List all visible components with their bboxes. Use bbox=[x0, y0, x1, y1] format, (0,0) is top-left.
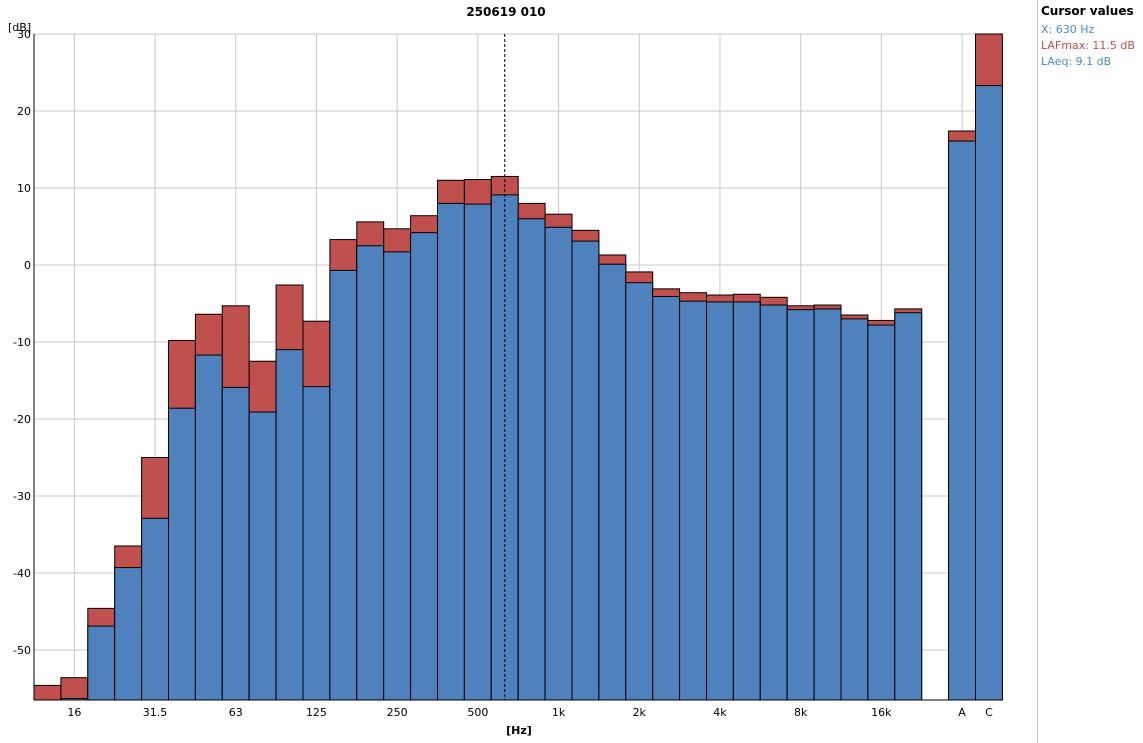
x-tick-label: 16 bbox=[67, 706, 81, 719]
x-tick-label: 125 bbox=[306, 706, 327, 719]
cursor-x-value: X: 630 Hz bbox=[1041, 23, 1095, 36]
bar-laeq-6.3k[interactable] bbox=[759, 304, 788, 701]
bar-laeq-8k[interactable] bbox=[786, 309, 815, 701]
bar-laeq-400[interactable] bbox=[437, 202, 465, 701]
bar-laeq-1.6k[interactable] bbox=[598, 263, 627, 701]
y-tick-label: 10 bbox=[17, 182, 31, 195]
bar-laeq-500[interactable] bbox=[463, 203, 492, 701]
bar-laeq-2.5k[interactable] bbox=[652, 296, 681, 701]
cursor-values-panel: Cursor values X: 630 Hz LAFmax: 11.5 dB … bbox=[1037, 0, 1143, 743]
x-tick-label: C bbox=[985, 706, 993, 719]
bar-laeq-100[interactable] bbox=[275, 349, 304, 701]
bar-laeq-5k[interactable] bbox=[732, 301, 761, 701]
y-tick-labels: 30 20 10 0 -10 -20 -30 -40 -50 bbox=[13, 28, 31, 657]
x-tick-label: 31.5 bbox=[143, 706, 168, 719]
x-tick-label: 1k bbox=[552, 706, 566, 719]
y-tick-label: -40 bbox=[13, 567, 31, 580]
cursor-lafmax-value: LAFmax: 11.5 dB bbox=[1041, 39, 1135, 52]
bar-laeq-16k[interactable] bbox=[867, 324, 896, 701]
spectrum-chart: 250619 010 [dB] [Hz] 30 20 10 0 -10 -20 -30 -40… bbox=[8, 5, 1003, 737]
bar-laeq-80[interactable] bbox=[248, 411, 277, 701]
y-tick-label: -50 bbox=[13, 644, 31, 657]
bar-laeq-63[interactable] bbox=[221, 386, 250, 701]
x-tick-label: 4k bbox=[713, 706, 727, 719]
bar-laeq-C[interactable] bbox=[975, 85, 1003, 701]
bar-laeq-50[interactable] bbox=[194, 354, 223, 701]
bar-laeq-200[interactable] bbox=[356, 245, 385, 701]
bar-lafmax-12.5[interactable] bbox=[33, 684, 62, 701]
x-tick-label: 63 bbox=[229, 706, 243, 719]
bar-laeq-1k[interactable] bbox=[544, 226, 573, 701]
bar-laeq-315[interactable] bbox=[410, 232, 439, 701]
y-tick-label: -20 bbox=[13, 413, 31, 426]
x-tick-label: A bbox=[958, 706, 966, 719]
bar-laeq-12.5k[interactable] bbox=[840, 318, 869, 701]
axes bbox=[33, 34, 1003, 701]
bar-laeq-20k[interactable] bbox=[894, 312, 923, 701]
x-axis-label: [Hz] bbox=[506, 724, 532, 737]
bar-laeq-160[interactable] bbox=[329, 269, 358, 701]
bar-laeq-31.5[interactable] bbox=[141, 517, 170, 701]
x-tick-label: 250 bbox=[387, 706, 408, 719]
bar-laeq-25[interactable] bbox=[114, 567, 143, 701]
bar-laeq-1.25k[interactable] bbox=[571, 240, 600, 701]
bar-laeq-A[interactable] bbox=[948, 140, 976, 701]
y-tick-label: -30 bbox=[13, 490, 31, 503]
bar-laeq-40[interactable] bbox=[168, 407, 196, 701]
bar-laeq-20[interactable] bbox=[87, 625, 116, 701]
bar-laeq-250[interactable] bbox=[383, 251, 412, 701]
chart-title: 250619 010 bbox=[466, 5, 545, 19]
bar-laeq-125[interactable] bbox=[302, 386, 331, 701]
x-tick-labels: 16 31.5 63 125 250 500 1k 2k 4k 8k 16k A C bbox=[67, 706, 993, 719]
y-tick-label: -10 bbox=[13, 336, 31, 349]
x-tick-label: 2k bbox=[633, 706, 647, 719]
bar-laeq-4k[interactable] bbox=[706, 301, 734, 701]
y-tick-label: 0 bbox=[24, 259, 31, 272]
cursor-values-title: Cursor values bbox=[1041, 4, 1134, 18]
y-tick-label: 20 bbox=[17, 105, 31, 118]
bar-laeq-2k[interactable] bbox=[625, 282, 654, 701]
y-axis-label: [dB] bbox=[8, 21, 31, 34]
bar-laeq-10k[interactable] bbox=[813, 308, 842, 701]
x-tick-label: 8k bbox=[794, 706, 808, 719]
cursor-laeq-value: LAeq: 9.1 dB bbox=[1041, 55, 1112, 68]
bar-laeq-3.15k[interactable] bbox=[679, 300, 707, 701]
x-tick-label: 16k bbox=[871, 706, 892, 719]
bar-lafmax-16[interactable] bbox=[60, 677, 89, 701]
x-tick-label: 500 bbox=[467, 706, 488, 719]
y-tick-label: 30 bbox=[17, 28, 31, 41]
bar-laeq-800[interactable] bbox=[517, 218, 546, 701]
bars bbox=[33, 33, 1003, 701]
